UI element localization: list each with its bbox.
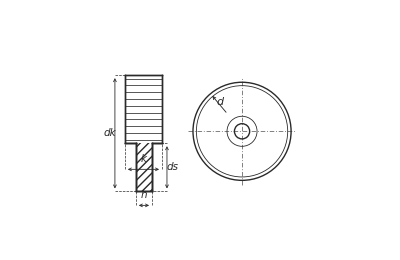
Bar [136, 143, 152, 191]
Text: h: h [141, 190, 147, 200]
Bar [136, 143, 152, 191]
Text: d: d [216, 98, 224, 107]
Text: dk: dk [104, 128, 116, 138]
Text: k: k [140, 154, 146, 164]
Bar [125, 75, 162, 143]
Text: ds: ds [167, 162, 179, 172]
